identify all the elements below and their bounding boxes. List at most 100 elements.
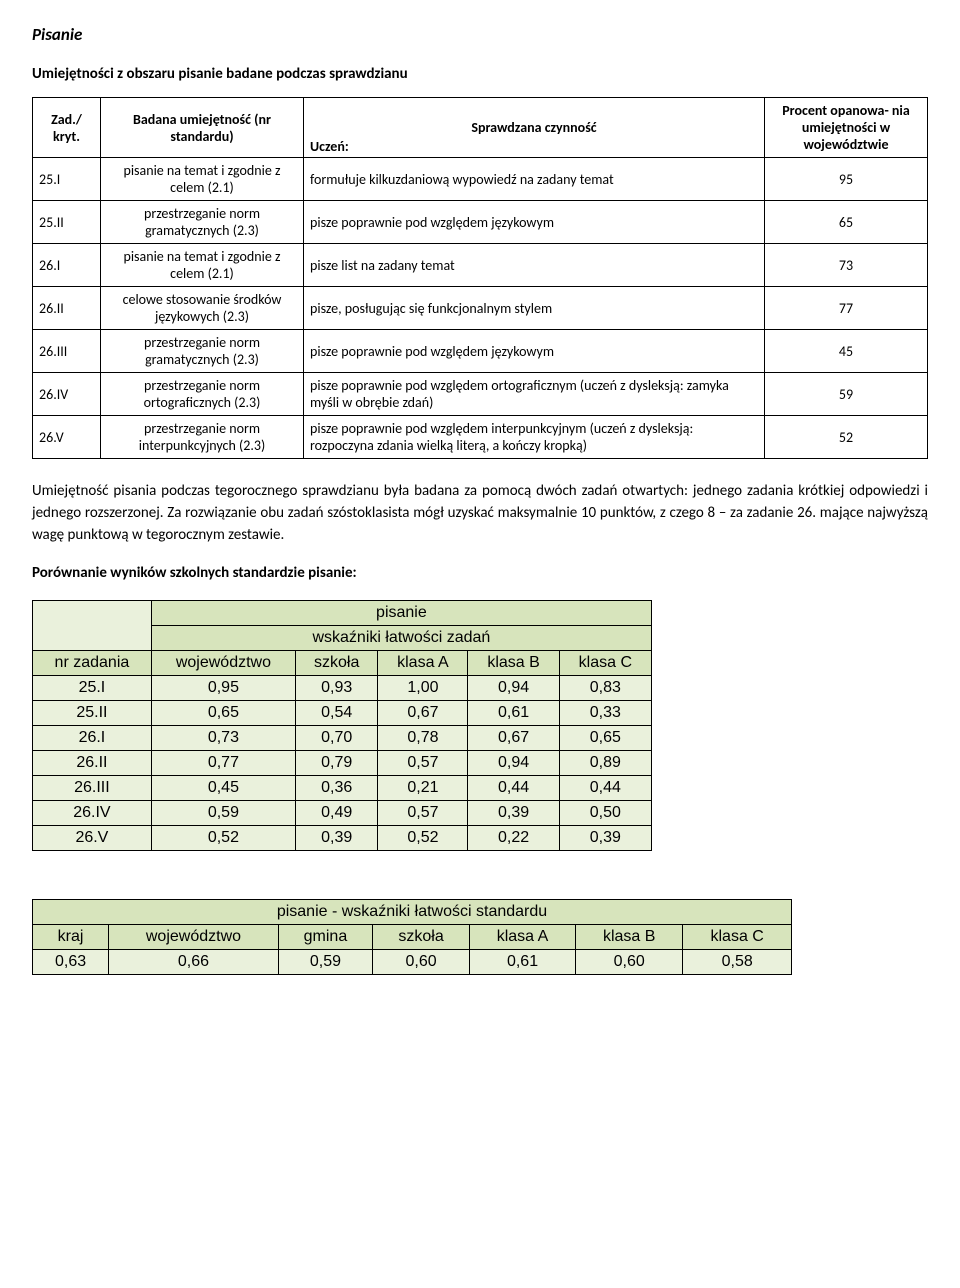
cell-action: pisze list na zadany temat bbox=[304, 244, 765, 287]
cell-b: 0,94 bbox=[468, 751, 559, 776]
cell-pct: 77 bbox=[765, 287, 928, 330]
cell-a: 0,57 bbox=[378, 801, 468, 826]
summary-v-gmina: 0,59 bbox=[278, 950, 372, 975]
cell-c: 0,89 bbox=[559, 751, 651, 776]
cell-szk: 0,70 bbox=[296, 726, 378, 751]
cell-skill: pisanie na temat i zgodnie z celem (2.1) bbox=[101, 158, 304, 201]
cell-action: pisze poprawnie pod względem językowym bbox=[304, 201, 765, 244]
cell-c: 0,44 bbox=[559, 776, 651, 801]
summary-v-szk: 0,60 bbox=[373, 950, 470, 975]
cell-woj: 0,73 bbox=[151, 726, 295, 751]
cell-skill: przestrzeganie norm ortograficznych (2.3… bbox=[101, 373, 304, 416]
table-row: 26.IVprzestrzeganie norm ortograficznych… bbox=[33, 373, 928, 416]
cell-action: pisze poprawnie pod względem językowym bbox=[304, 330, 765, 373]
cell-szk: 0,39 bbox=[296, 826, 378, 851]
cell-woj: 0,95 bbox=[151, 676, 295, 701]
results-col-c: klasa C bbox=[559, 651, 651, 676]
results-col-szk: szkoła bbox=[296, 651, 378, 676]
table-row: 26.V0,520,390,520,220,39 bbox=[33, 826, 652, 851]
cell-pct: 73 bbox=[765, 244, 928, 287]
body-paragraph: Umiejętność pisania podczas tegorocznego… bbox=[32, 481, 928, 546]
skills-header-pct: Procent opanowa- nia umiejętności w woje… bbox=[765, 98, 928, 158]
cell-b: 0,61 bbox=[468, 701, 559, 726]
table-row: 26.IIcelowe stosowanie środków językowyc… bbox=[33, 287, 928, 330]
table-row: 26.I0,730,700,780,670,65 bbox=[33, 726, 652, 751]
cell-woj: 0,52 bbox=[151, 826, 295, 851]
cell-woj: 0,77 bbox=[151, 751, 295, 776]
skills-header-skill: Badana umiejętność (nr standardu) bbox=[101, 98, 304, 158]
cell-woj: 0,59 bbox=[151, 801, 295, 826]
section-title: Pisanie bbox=[32, 24, 928, 45]
cell-zad: 25.II bbox=[33, 201, 101, 244]
results-col-woj: województwo bbox=[151, 651, 295, 676]
cell-b: 0,44 bbox=[468, 776, 559, 801]
results-col-nr: nr zadania bbox=[33, 651, 152, 676]
cell-b: 0,39 bbox=[468, 801, 559, 826]
table-row: 26.Vprzestrzeganie norm interpunkcyjnych… bbox=[33, 416, 928, 459]
compare-title: Porównanie wyników szkolnych standardzie… bbox=[32, 564, 928, 582]
cell-pct: 95 bbox=[765, 158, 928, 201]
summary-v-a: 0,61 bbox=[470, 950, 576, 975]
summary-h-woj: województwo bbox=[109, 925, 279, 950]
table-row: 25.II0,650,540,670,610,33 bbox=[33, 701, 652, 726]
cell-action: pisze poprawnie pod względem ortograficz… bbox=[304, 373, 765, 416]
cell-zad: 26.V bbox=[33, 416, 101, 459]
cell-nr: 26.III bbox=[33, 776, 152, 801]
cell-skill: pisanie na temat i zgodnie z celem (2.1) bbox=[101, 244, 304, 287]
cell-a: 0,78 bbox=[378, 726, 468, 751]
results-title: pisanie bbox=[151, 601, 651, 626]
cell-c: 0,83 bbox=[559, 676, 651, 701]
cell-szk: 0,36 bbox=[296, 776, 378, 801]
cell-a: 0,67 bbox=[378, 701, 468, 726]
summary-v-b: 0,60 bbox=[576, 950, 683, 975]
cell-zad: 26.III bbox=[33, 330, 101, 373]
cell-a: 0,52 bbox=[378, 826, 468, 851]
cell-szk: 0,93 bbox=[296, 676, 378, 701]
table-row: 25.Ipisanie na temat i zgodnie z celem (… bbox=[33, 158, 928, 201]
cell-zad: 26.I bbox=[33, 244, 101, 287]
cell-szk: 0,49 bbox=[296, 801, 378, 826]
summary-h-a: klasa A bbox=[470, 925, 576, 950]
summary-table: pisanie - wskaźniki łatwości standardu k… bbox=[32, 899, 792, 975]
cell-action: pisze, posługując się funkcjonalnym styl… bbox=[304, 287, 765, 330]
summary-h-szk: szkoła bbox=[373, 925, 470, 950]
cell-skill: celowe stosowanie środków językowych (2.… bbox=[101, 287, 304, 330]
cell-zad: 26.II bbox=[33, 287, 101, 330]
cell-c: 0,39 bbox=[559, 826, 651, 851]
cell-action: pisze poprawnie pod względem interpunkcy… bbox=[304, 416, 765, 459]
summary-h-c: klasa C bbox=[683, 925, 792, 950]
summary-h-kraj: kraj bbox=[33, 925, 109, 950]
cell-pct: 52 bbox=[765, 416, 928, 459]
summary-v-c: 0,58 bbox=[683, 950, 792, 975]
summary-title: pisanie - wskaźniki łatwości standardu bbox=[33, 900, 792, 925]
cell-a: 1,00 bbox=[378, 676, 468, 701]
summary-h-b: klasa B bbox=[576, 925, 683, 950]
skills-header-zad: Zad./ kryt. bbox=[33, 98, 101, 158]
cell-szk: 0,54 bbox=[296, 701, 378, 726]
summary-v-woj: 0,66 bbox=[109, 950, 279, 975]
table-row: 26.II0,770,790,570,940,89 bbox=[33, 751, 652, 776]
cell-a: 0,21 bbox=[378, 776, 468, 801]
table-row: 26.III0,450,360,210,440,44 bbox=[33, 776, 652, 801]
results-col-b: klasa B bbox=[468, 651, 559, 676]
cell-nr: 26.V bbox=[33, 826, 152, 851]
table-row: 25.IIprzestrzeganie norm gramatycznych (… bbox=[33, 201, 928, 244]
cell-c: 0,33 bbox=[559, 701, 651, 726]
cell-pct: 59 bbox=[765, 373, 928, 416]
cell-b: 0,67 bbox=[468, 726, 559, 751]
skills-header-uczen: Uczeń: bbox=[310, 138, 349, 155]
cell-szk: 0,79 bbox=[296, 751, 378, 776]
table-row: 25.I0,950,931,000,940,83 bbox=[33, 676, 652, 701]
results-col-a: klasa A bbox=[378, 651, 468, 676]
cell-nr: 26.II bbox=[33, 751, 152, 776]
cell-a: 0,57 bbox=[378, 751, 468, 776]
cell-zad: 26.IV bbox=[33, 373, 101, 416]
cell-nr: 26.IV bbox=[33, 801, 152, 826]
section-subtitle: Umiejętności z obszaru pisanie badane po… bbox=[32, 65, 928, 83]
results-table: pisanie wskaźniki łatwości zadań nr zada… bbox=[32, 600, 652, 851]
table-row: 26.IIIprzestrzeganie norm gramatycznych … bbox=[33, 330, 928, 373]
cell-pct: 65 bbox=[765, 201, 928, 244]
skills-table: Zad./ kryt. Badana umiejętność (nr stand… bbox=[32, 97, 928, 459]
cell-skill: przestrzeganie norm gramatycznych (2.3) bbox=[101, 330, 304, 373]
skills-header-action: Sprawdzana czynność Uczeń: bbox=[304, 98, 765, 158]
